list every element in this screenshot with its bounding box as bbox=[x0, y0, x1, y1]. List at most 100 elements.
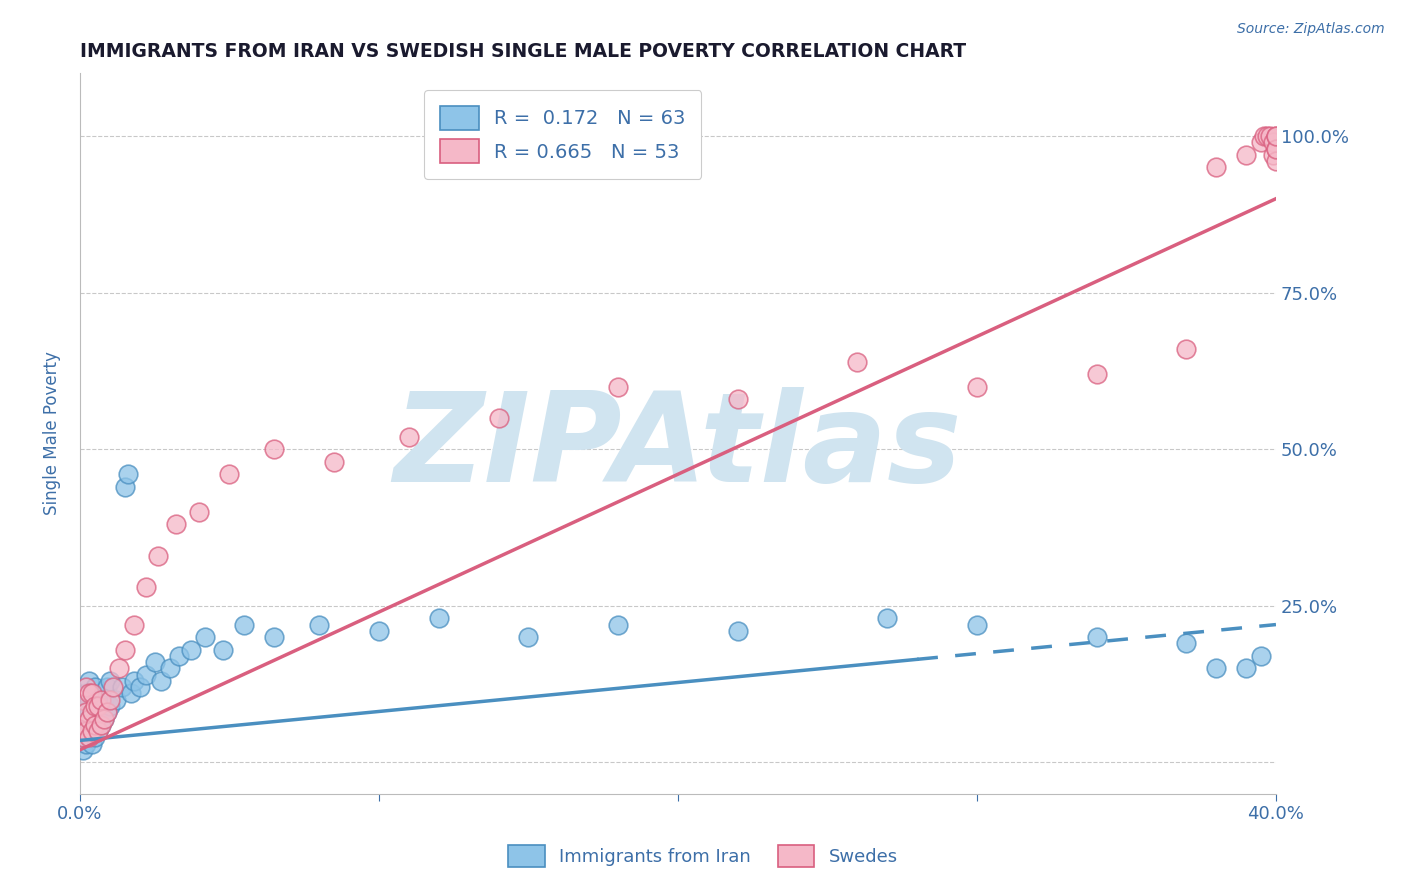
Point bbox=[72, 692, 94, 706]
Point bbox=[607, 617, 630, 632]
Point bbox=[1234, 661, 1257, 675]
Point bbox=[90, 718, 112, 732]
Point bbox=[488, 410, 510, 425]
Point bbox=[83, 718, 105, 732]
Point bbox=[77, 731, 100, 745]
Point bbox=[846, 354, 869, 368]
Point bbox=[75, 680, 97, 694]
Point bbox=[165, 517, 187, 532]
Point bbox=[308, 617, 330, 632]
Point bbox=[98, 673, 121, 688]
Point bbox=[83, 698, 105, 713]
Point bbox=[727, 392, 749, 406]
Point bbox=[427, 611, 450, 625]
Point bbox=[135, 667, 157, 681]
Point bbox=[1205, 161, 1227, 175]
Point bbox=[80, 705, 103, 719]
Point bbox=[80, 686, 103, 700]
Point bbox=[80, 724, 103, 739]
Point bbox=[77, 692, 100, 706]
Point bbox=[83, 698, 105, 713]
Point bbox=[75, 712, 97, 726]
Point bbox=[72, 718, 94, 732]
Point bbox=[188, 505, 211, 519]
Point bbox=[1265, 142, 1288, 156]
Point bbox=[1253, 129, 1275, 144]
Point bbox=[167, 648, 190, 663]
Point bbox=[179, 642, 201, 657]
Point bbox=[77, 705, 100, 719]
Point bbox=[114, 480, 136, 494]
Point bbox=[727, 624, 749, 638]
Point bbox=[98, 692, 121, 706]
Point bbox=[77, 686, 100, 700]
Point bbox=[75, 724, 97, 739]
Point bbox=[149, 673, 172, 688]
Point bbox=[72, 705, 94, 719]
Text: ZIPAtlas: ZIPAtlas bbox=[394, 387, 962, 508]
Point bbox=[114, 642, 136, 657]
Point bbox=[75, 724, 97, 739]
Point bbox=[143, 655, 166, 669]
Point bbox=[263, 442, 285, 457]
Point bbox=[398, 430, 420, 444]
Point bbox=[517, 630, 540, 644]
Point bbox=[87, 712, 110, 726]
Point bbox=[1258, 129, 1281, 144]
Point bbox=[876, 611, 898, 625]
Point bbox=[607, 379, 630, 393]
Point bbox=[1205, 661, 1227, 675]
Point bbox=[77, 712, 100, 726]
Point bbox=[323, 455, 346, 469]
Point bbox=[1250, 648, 1272, 663]
Point bbox=[1261, 148, 1284, 162]
Point bbox=[72, 743, 94, 757]
Point bbox=[1265, 154, 1288, 169]
Point bbox=[1265, 129, 1288, 144]
Point bbox=[77, 718, 100, 732]
Point bbox=[90, 698, 112, 713]
Point bbox=[1265, 129, 1288, 144]
Point bbox=[146, 549, 169, 563]
Point bbox=[966, 617, 988, 632]
Point bbox=[90, 692, 112, 706]
Point bbox=[72, 718, 94, 732]
Point bbox=[107, 661, 129, 675]
Point bbox=[1261, 136, 1284, 150]
Point bbox=[83, 731, 105, 745]
Point bbox=[96, 680, 118, 694]
Text: IMMIGRANTS FROM IRAN VS SWEDISH SINGLE MALE POVERTY CORRELATION CHART: IMMIGRANTS FROM IRAN VS SWEDISH SINGLE M… bbox=[80, 42, 966, 61]
Point bbox=[87, 724, 110, 739]
Point bbox=[101, 680, 124, 694]
Point bbox=[1234, 148, 1257, 162]
Point bbox=[98, 698, 121, 713]
Point bbox=[1085, 630, 1108, 644]
Point bbox=[83, 680, 105, 694]
Point bbox=[87, 692, 110, 706]
Point bbox=[77, 673, 100, 688]
Point bbox=[194, 630, 217, 644]
Point bbox=[104, 692, 127, 706]
Point bbox=[263, 630, 285, 644]
Point bbox=[117, 467, 139, 482]
Point bbox=[1085, 367, 1108, 381]
Point bbox=[77, 731, 100, 745]
Point bbox=[72, 731, 94, 745]
Point bbox=[120, 686, 142, 700]
Point bbox=[233, 617, 256, 632]
Y-axis label: Single Male Poverty: Single Male Poverty bbox=[44, 351, 60, 516]
Point bbox=[1256, 129, 1278, 144]
Point bbox=[128, 680, 150, 694]
Text: Source: ZipAtlas.com: Source: ZipAtlas.com bbox=[1237, 22, 1385, 37]
Point bbox=[87, 724, 110, 739]
Point bbox=[96, 705, 118, 719]
Point bbox=[1250, 136, 1272, 150]
Point bbox=[966, 379, 988, 393]
Point bbox=[90, 718, 112, 732]
Point bbox=[87, 698, 110, 713]
Legend: Immigrants from Iran, Swedes: Immigrants from Iran, Swedes bbox=[502, 838, 904, 874]
Point bbox=[80, 686, 103, 700]
Point bbox=[1175, 342, 1198, 356]
Point bbox=[83, 718, 105, 732]
Point bbox=[159, 661, 181, 675]
